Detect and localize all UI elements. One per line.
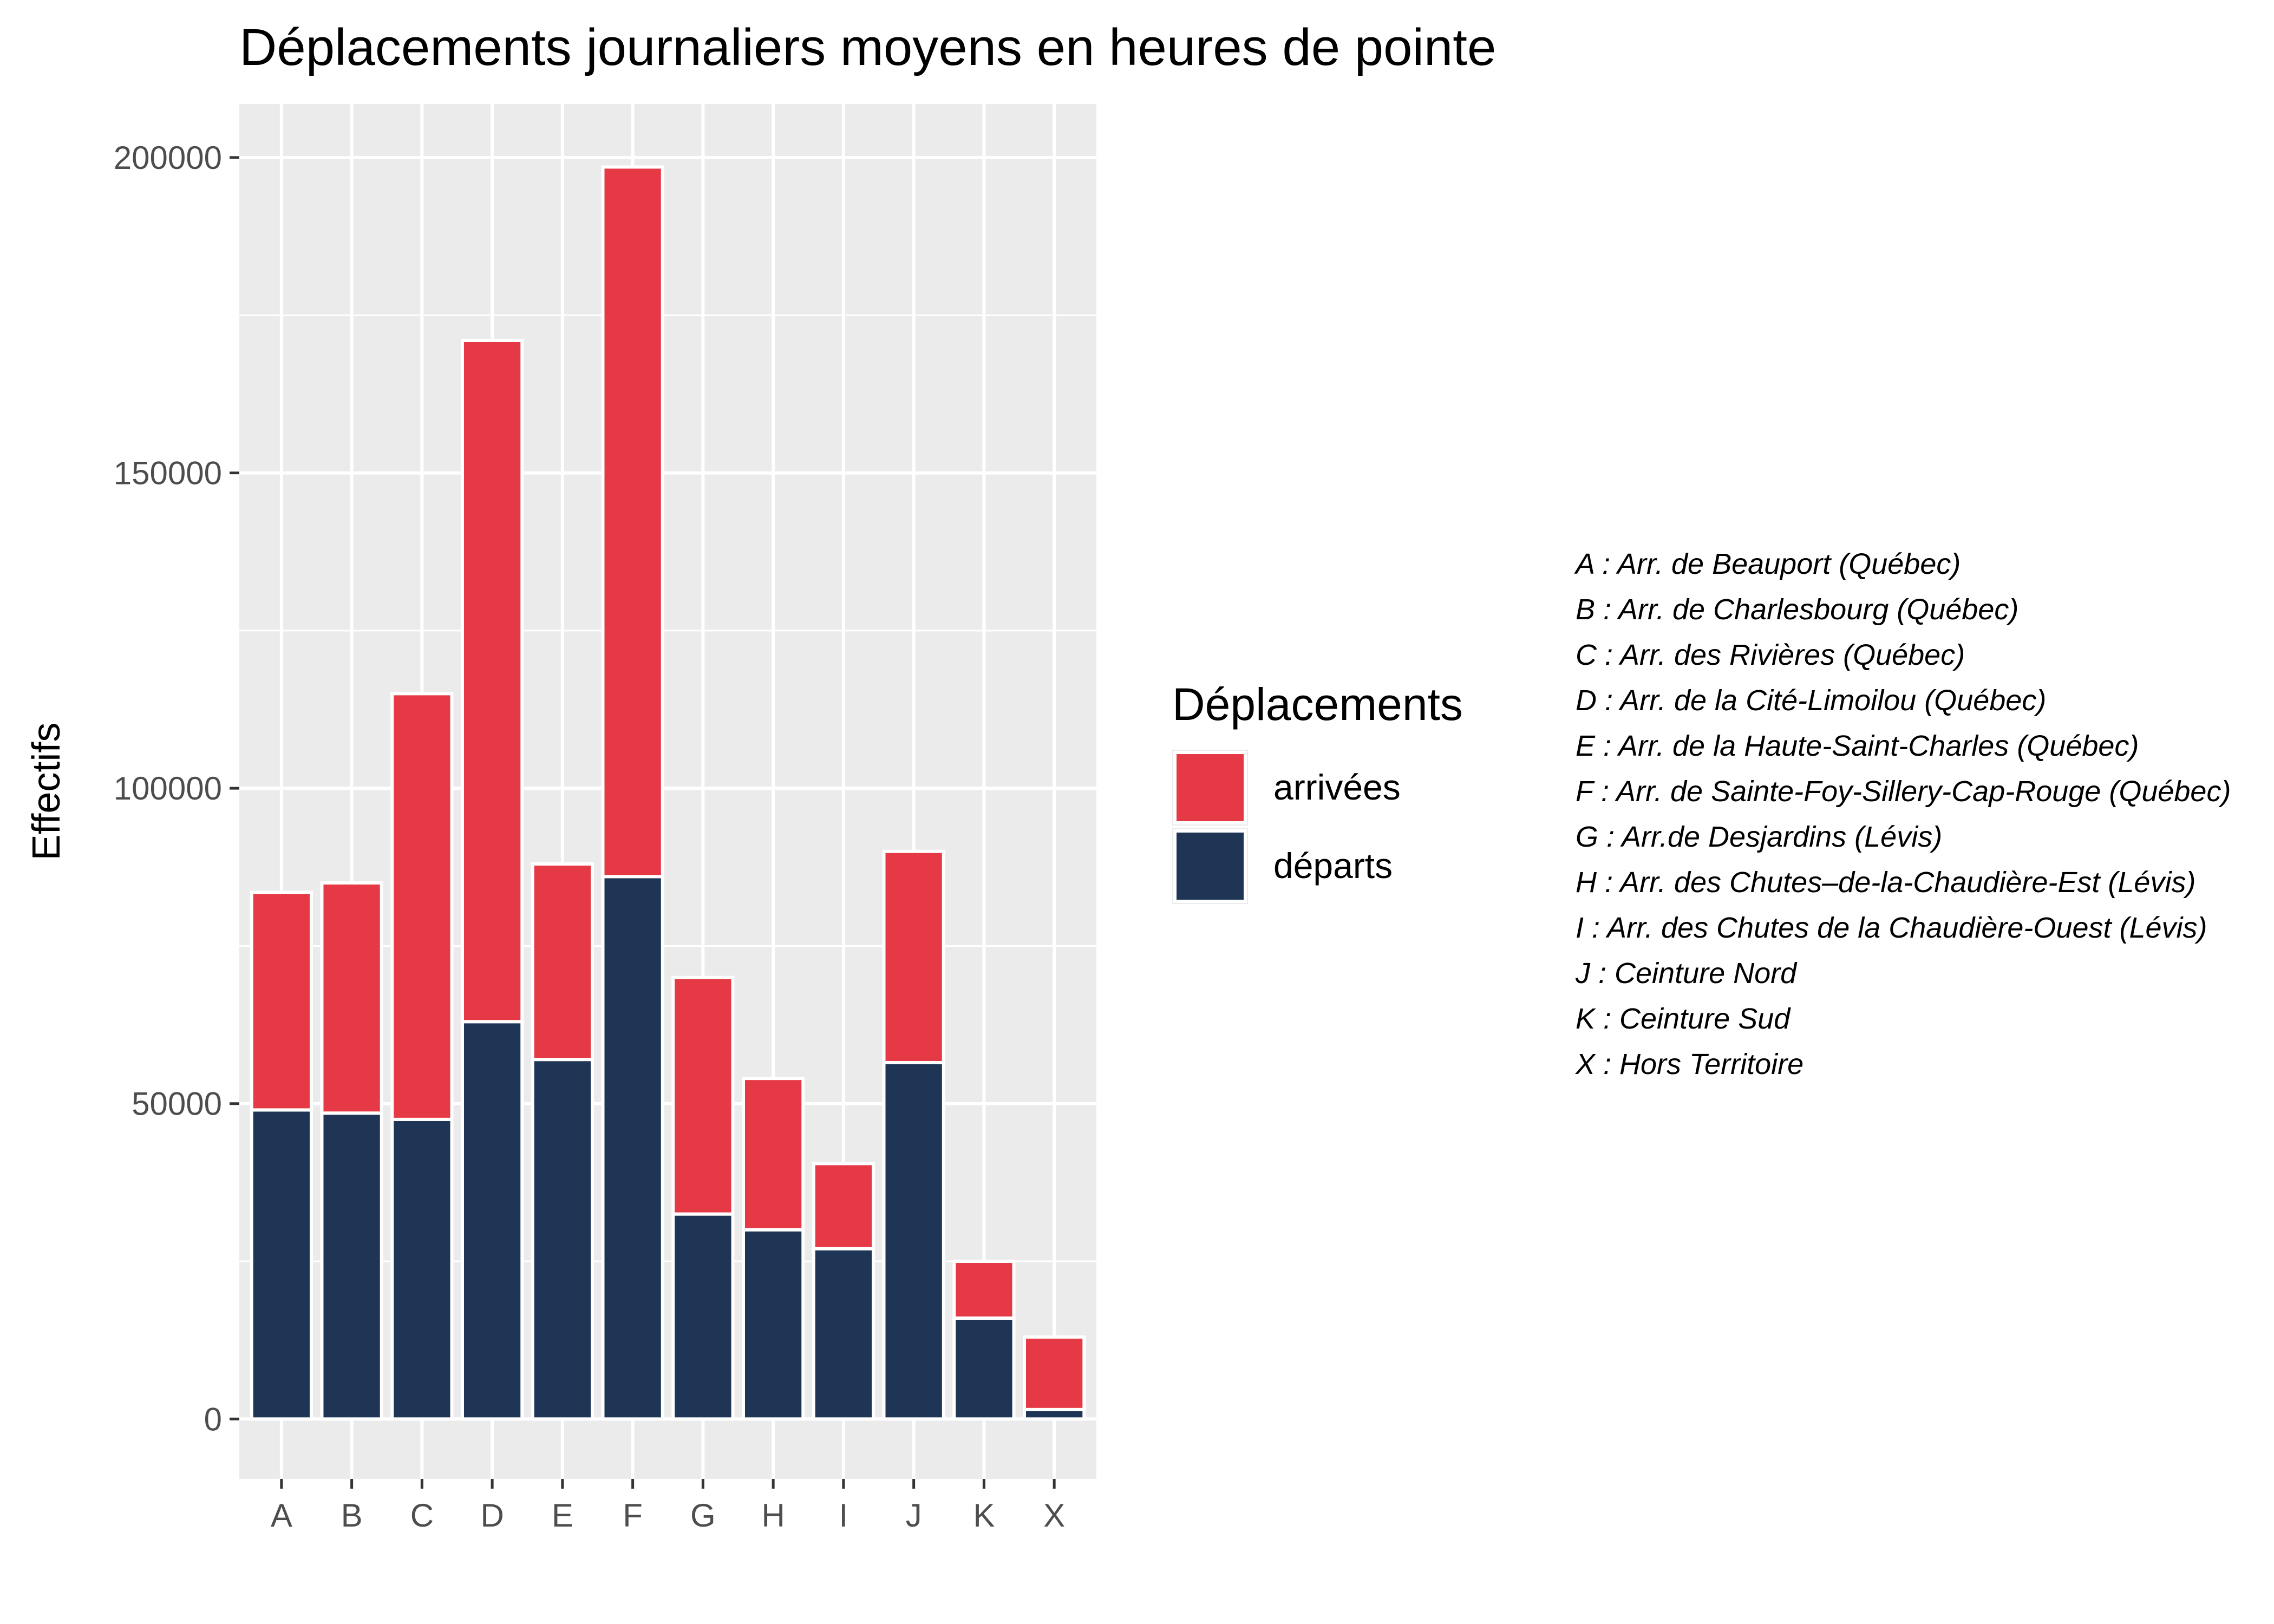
legend-label: départs: [1273, 846, 1393, 886]
legend-swatch: [1173, 829, 1247, 903]
bar-arrivees-B: [320, 881, 383, 1115]
bar-departs-A: [250, 1108, 313, 1421]
x-tick-label: B: [341, 1497, 363, 1534]
bars: [250, 165, 1086, 1421]
x-tick-label: G: [690, 1497, 716, 1534]
bar-arrivees-A: [250, 890, 313, 1112]
bar-departs-E: [531, 1058, 594, 1421]
x-tick-label: I: [839, 1497, 848, 1534]
bar-arrivees-K: [952, 1260, 1016, 1320]
y-tick-label: 200000: [114, 140, 222, 176]
bar-departs-F: [601, 875, 664, 1421]
bar-arrivees-C: [390, 692, 454, 1121]
x-tick-label: K: [973, 1497, 995, 1534]
category-key-line: B : Arr. de Charlesbourg (Québec): [1576, 593, 2018, 626]
x-tick-label: E: [552, 1497, 573, 1534]
bar-arrivees-F: [601, 165, 664, 879]
bar-departs-H: [741, 1228, 805, 1421]
legend: Déplacements arrivées départs: [1172, 679, 1463, 904]
y-tick-label: 150000: [114, 455, 222, 492]
chart-title: Déplacements journaliers moyens en heure…: [239, 18, 1496, 76]
category-key: A : Arr. de Beauport (Québec) B : Arr. de…: [1574, 548, 2231, 1081]
y-tick-label: 100000: [114, 770, 222, 807]
category-key-line: F : Arr. de Sainte-Foy-Sillery-Cap-Rouge…: [1576, 775, 2231, 808]
x-tick-label: X: [1043, 1497, 1065, 1534]
x-tick-label: D: [480, 1497, 504, 1534]
x-tick-label: A: [271, 1497, 292, 1534]
category-key-line: X : Hors Territoire: [1574, 1048, 1803, 1081]
category-key-line: H : Arr. des Chutes–de-la-Chaudière-Est …: [1576, 866, 2195, 899]
bar-departs-K: [952, 1316, 1016, 1421]
bar-arrivees-G: [671, 975, 735, 1216]
category-key-line: K : Ceinture Sud: [1576, 1003, 1791, 1035]
bar-departs-D: [460, 1020, 524, 1421]
legend-title: Déplacements: [1172, 679, 1463, 730]
bar-arrivees-I: [812, 1162, 875, 1250]
category-key-line: A : Arr. de Beauport (Québec): [1574, 548, 1961, 580]
y-tick-label: 0: [204, 1401, 222, 1437]
bar-departs-B: [320, 1111, 383, 1421]
category-key-line: G : Arr.de Desjardins (Lévis): [1576, 821, 1942, 853]
category-key-line: E : Arr. de la Haute-Saint-Charles (Québ…: [1576, 730, 2139, 762]
category-key-line: I : Arr. des Chutes de la Chaudière-Oues…: [1576, 912, 2207, 944]
bar-departs-C: [390, 1117, 454, 1421]
bar-departs-G: [671, 1212, 735, 1421]
bar-arrivees-D: [460, 338, 524, 1024]
x-tick-label: F: [623, 1497, 643, 1534]
category-key-line: D : Arr. de la Cité-Limoilou (Québec): [1576, 684, 2046, 717]
bar-arrivees-H: [741, 1077, 805, 1232]
bar-arrivees-J: [882, 849, 945, 1065]
legend-label: arrivées: [1273, 767, 1401, 807]
x-tick-label: J: [906, 1497, 922, 1534]
bar-departs-I: [812, 1247, 875, 1421]
bar-arrivees-E: [531, 862, 594, 1062]
y-axis-title: Effectifs: [25, 723, 68, 861]
bar-departs-J: [882, 1061, 945, 1421]
y-axis: 0 50000 100000 150000 200000: [114, 140, 239, 1437]
category-key-line: C : Arr. des Rivières (Québec): [1576, 639, 1965, 671]
x-tick-label: H: [761, 1497, 785, 1534]
bar-arrivees-X: [1023, 1335, 1086, 1411]
legend-swatch: [1173, 751, 1247, 824]
y-tick-label: 50000: [132, 1086, 222, 1122]
x-tick-label: C: [410, 1497, 434, 1534]
category-key-line: J : Ceinture Nord: [1575, 957, 1798, 990]
